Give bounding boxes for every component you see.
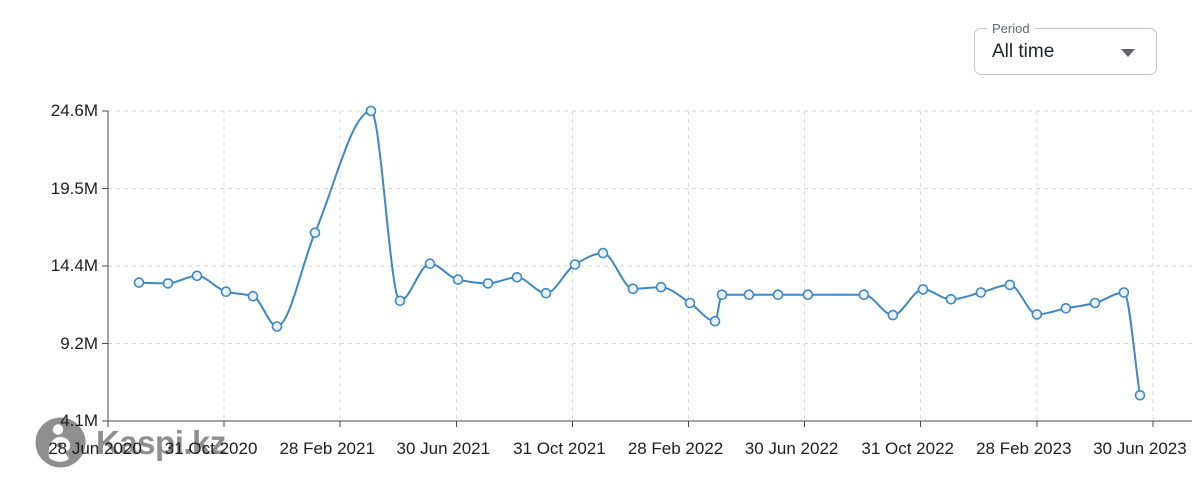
data-point-marker[interactable]: [452, 274, 464, 285]
data-point-marker[interactable]: [1060, 302, 1072, 314]
period-select-label: Period: [987, 20, 1035, 37]
watermark: Kaspi.kz: [35, 417, 226, 468]
data-point-marker[interactable]: [655, 281, 667, 293]
data-point-marker[interactable]: [743, 289, 755, 301]
data-point-marker[interactable]: [917, 284, 929, 295]
data-point-marker[interactable]: [684, 297, 696, 309]
data-point-marker[interactable]: [133, 277, 145, 288]
data-point-marker[interactable]: [191, 270, 203, 282]
data-point-marker[interactable]: [1134, 389, 1146, 401]
data-point-marker[interactable]: [569, 259, 581, 270]
data-point-marker[interactable]: [365, 105, 377, 117]
data-point-marker[interactable]: [271, 321, 283, 332]
data-point-marker[interactable]: [716, 289, 728, 301]
data-point-marker[interactable]: [709, 315, 721, 327]
data-point-marker[interactable]: [1089, 297, 1101, 309]
data-point-marker[interactable]: [975, 287, 987, 298]
watermark-brand-text: Kaspi.kz: [96, 423, 226, 461]
data-point-marker[interactable]: [597, 247, 609, 259]
period-select[interactable]: Period All time: [974, 20, 1157, 75]
data-point-marker[interactable]: [511, 271, 523, 283]
data-point-marker[interactable]: [482, 278, 494, 289]
data-point-marker[interactable]: [858, 289, 870, 301]
data-point-marker[interactable]: [247, 290, 259, 302]
trend-line: [138, 110, 1141, 396]
data-point-marker[interactable]: [627, 283, 639, 295]
data-point-marker[interactable]: [162, 278, 174, 289]
data-point-marker[interactable]: [220, 286, 232, 298]
data-point-marker[interactable]: [309, 227, 321, 238]
kaspi-logo-icon: [35, 417, 86, 468]
data-point-marker[interactable]: [887, 309, 899, 321]
data-point-marker[interactable]: [945, 293, 957, 305]
data-point-marker[interactable]: [1004, 279, 1016, 291]
data-point-marker[interactable]: [1031, 309, 1043, 320]
data-point-marker[interactable]: [772, 289, 784, 301]
data-point-marker[interactable]: [1118, 287, 1130, 298]
data-point-marker[interactable]: [394, 295, 406, 307]
data-point-marker[interactable]: [540, 287, 552, 299]
data-point-marker[interactable]: [802, 289, 814, 301]
period-select-value: All time: [992, 41, 1055, 62]
data-point-marker[interactable]: [424, 258, 436, 270]
dropdown-arrow-icon: [1121, 49, 1135, 57]
